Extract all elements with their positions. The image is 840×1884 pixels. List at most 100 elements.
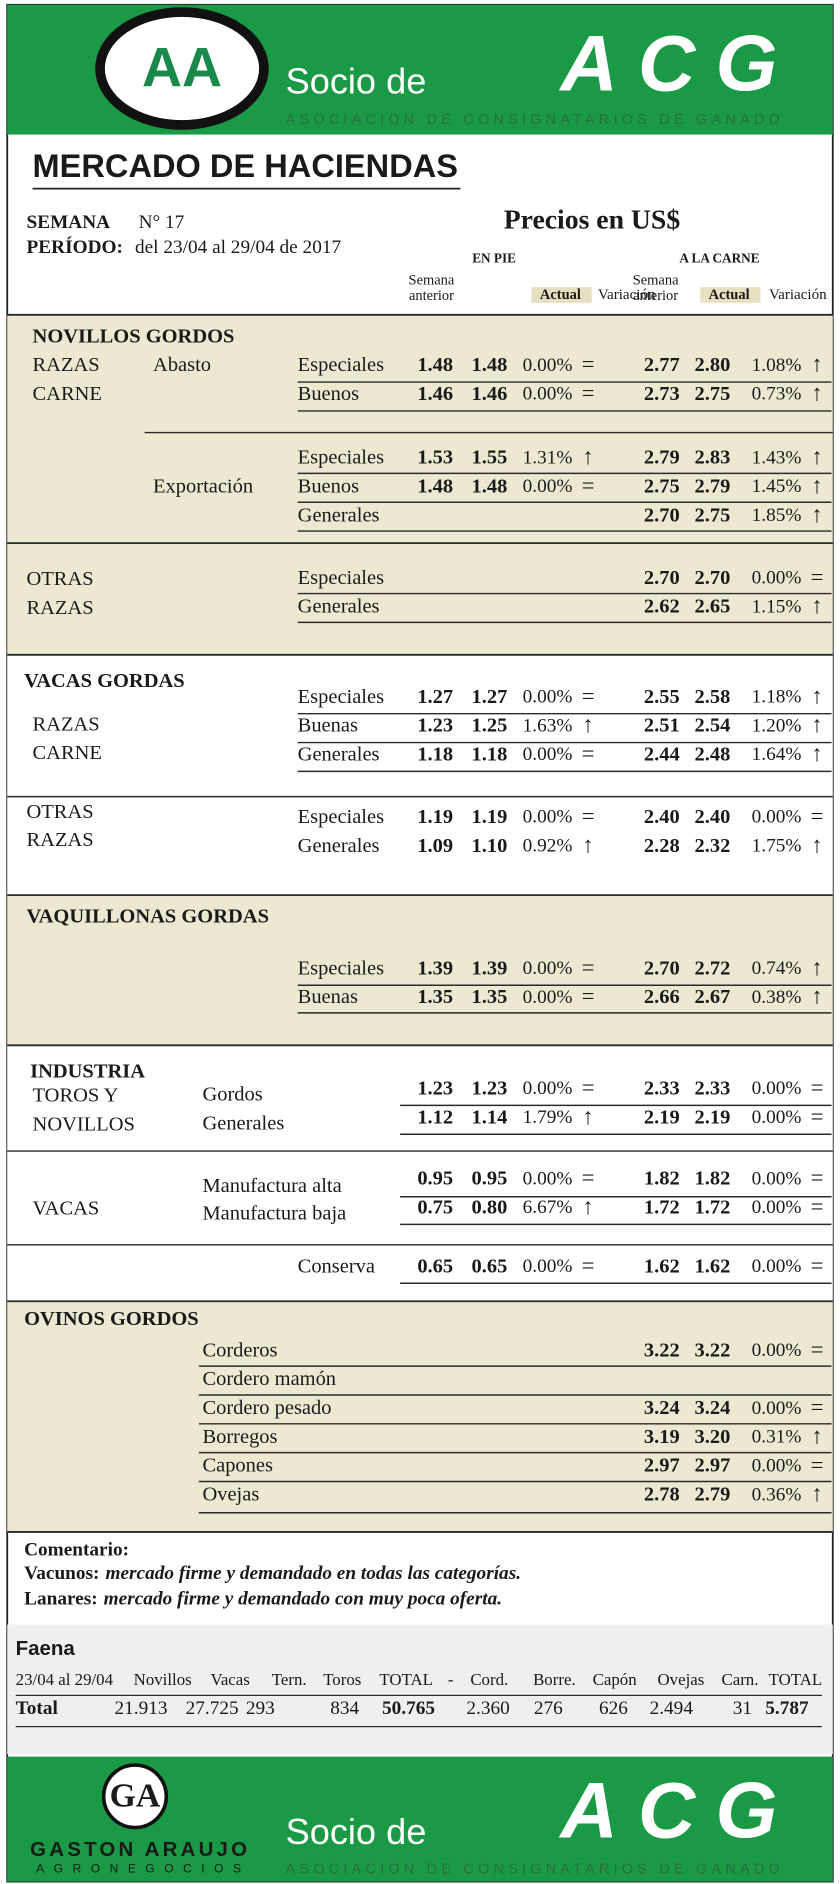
group-sublabel: Exportación xyxy=(153,476,253,498)
faena-header: TOTAL xyxy=(379,1670,433,1689)
pie-header: EN PIE xyxy=(472,251,516,266)
faena-bg xyxy=(7,1624,833,1755)
price: 2.48 xyxy=(695,743,731,765)
row-label: Cordero pesado xyxy=(202,1397,331,1419)
price: 1.23 xyxy=(472,1077,508,1099)
variation: 0.00% xyxy=(752,807,802,828)
trend-arrow: ↑ xyxy=(811,1424,822,1449)
variation: 1.08% xyxy=(752,355,802,376)
trend-arrow: = xyxy=(811,1253,824,1278)
variation: 1.18% xyxy=(752,687,802,708)
faena-header: 23/04 al 29/04 xyxy=(16,1670,114,1689)
periodo: del 23/04 al 29/04 de 2017 xyxy=(135,237,342,258)
price: 2.77 xyxy=(644,354,680,376)
price: 1.48 xyxy=(417,476,453,498)
price: 3.22 xyxy=(695,1339,731,1361)
price: 2.75 xyxy=(695,383,731,405)
price: 2.97 xyxy=(644,1455,680,1477)
footer-socio: Socio de xyxy=(286,1811,427,1852)
trend-arrow: = xyxy=(811,1104,824,1129)
section-title: NOVILLOS GORDOS xyxy=(33,325,235,347)
price: 1.72 xyxy=(695,1196,731,1218)
faena-value: 834 xyxy=(330,1698,359,1719)
price: 1.39 xyxy=(417,957,453,979)
section-bg xyxy=(7,1045,833,1302)
price: 2.54 xyxy=(695,715,731,737)
row-label: Gordos xyxy=(202,1084,262,1106)
row-label: Generales xyxy=(298,743,380,765)
price: 3.20 xyxy=(695,1426,731,1448)
row-label: Manufactura baja xyxy=(202,1202,346,1224)
price: 1.14 xyxy=(472,1106,508,1128)
section-title: VACAS GORDAS xyxy=(24,670,185,692)
row-label: Especiales xyxy=(298,686,384,708)
variation: 0.31% xyxy=(752,1427,802,1448)
actual-header: Actual xyxy=(709,287,750,303)
trend-arrow: = xyxy=(811,564,824,589)
price: 2.70 xyxy=(644,504,680,526)
price: 1.48 xyxy=(472,476,508,498)
section-title: OVINOS GORDOS xyxy=(24,1308,199,1330)
trend-arrow: = xyxy=(811,1165,824,1190)
trend-arrow: ↑ xyxy=(811,683,822,708)
comment-label: Lanares: xyxy=(24,1589,98,1610)
faena-value: 2.494 xyxy=(650,1698,694,1719)
trend-arrow: = xyxy=(811,1337,824,1362)
variation: 0.00% xyxy=(523,1256,573,1277)
price: 1.35 xyxy=(472,986,508,1008)
trend-arrow: ↑ xyxy=(811,741,822,766)
group-label: RAZAS xyxy=(33,354,100,376)
faena-value: 50.765 xyxy=(382,1698,435,1719)
price: 2.73 xyxy=(644,383,680,405)
trend-arrow: ↑ xyxy=(811,502,822,527)
trend-arrow: ↑ xyxy=(582,832,593,857)
price: 2.19 xyxy=(644,1106,680,1128)
trend-arrow: ↑ xyxy=(811,1481,822,1506)
price: 1.72 xyxy=(644,1196,680,1218)
trend-arrow: ↑ xyxy=(811,712,822,737)
trend-arrow: ↑ xyxy=(582,444,593,469)
actual-highlight xyxy=(700,287,761,303)
group-label: CARNE xyxy=(33,383,102,405)
price: 1.48 xyxy=(417,354,453,376)
faena-header: Vacas xyxy=(211,1670,250,1689)
variation: 0.00% xyxy=(523,384,573,405)
price: 1.82 xyxy=(695,1168,731,1190)
price: 1.53 xyxy=(417,447,453,469)
variation: 0.00% xyxy=(752,1398,802,1419)
trend-arrow: = xyxy=(582,473,595,498)
trend-arrow: ↑ xyxy=(811,984,822,1009)
semana: N° 17 xyxy=(139,212,185,233)
faena-header: Capón xyxy=(593,1670,638,1689)
faena-title: Faena xyxy=(16,1637,76,1660)
row-label: Generales xyxy=(298,504,380,526)
price: 1.19 xyxy=(472,806,508,828)
variation: 0.00% xyxy=(752,568,802,589)
price: 0.95 xyxy=(417,1168,453,1190)
price: 0.75 xyxy=(417,1196,453,1218)
price: 2.80 xyxy=(695,354,731,376)
price: 0.95 xyxy=(472,1168,508,1190)
variation: 0.38% xyxy=(752,987,802,1008)
price: 3.22 xyxy=(644,1339,680,1361)
variation: 1.85% xyxy=(752,505,802,526)
actual-header: Actual xyxy=(540,287,581,303)
row-label: Cordero mamón xyxy=(202,1368,336,1390)
variation: 0.74% xyxy=(752,958,802,979)
price: 0.65 xyxy=(472,1255,508,1277)
trend-arrow: ↑ xyxy=(811,955,822,980)
variation: 1.75% xyxy=(752,836,802,857)
price: 1.23 xyxy=(417,715,453,737)
group-label: RAZAS xyxy=(27,829,94,851)
row-label: Buenos xyxy=(298,383,359,405)
price: 1.25 xyxy=(472,715,508,737)
price: 1.18 xyxy=(417,743,453,765)
title: MERCADO DE HACIENDAS xyxy=(33,148,458,184)
faena-value: 293 xyxy=(246,1698,275,1719)
price: 1.82 xyxy=(644,1168,680,1190)
section-bg xyxy=(7,314,833,544)
footer-acg: ACG xyxy=(558,1766,777,1855)
price: 0.65 xyxy=(417,1255,453,1277)
variation: 1.20% xyxy=(752,715,802,736)
faena-header: Tern. xyxy=(272,1670,307,1689)
